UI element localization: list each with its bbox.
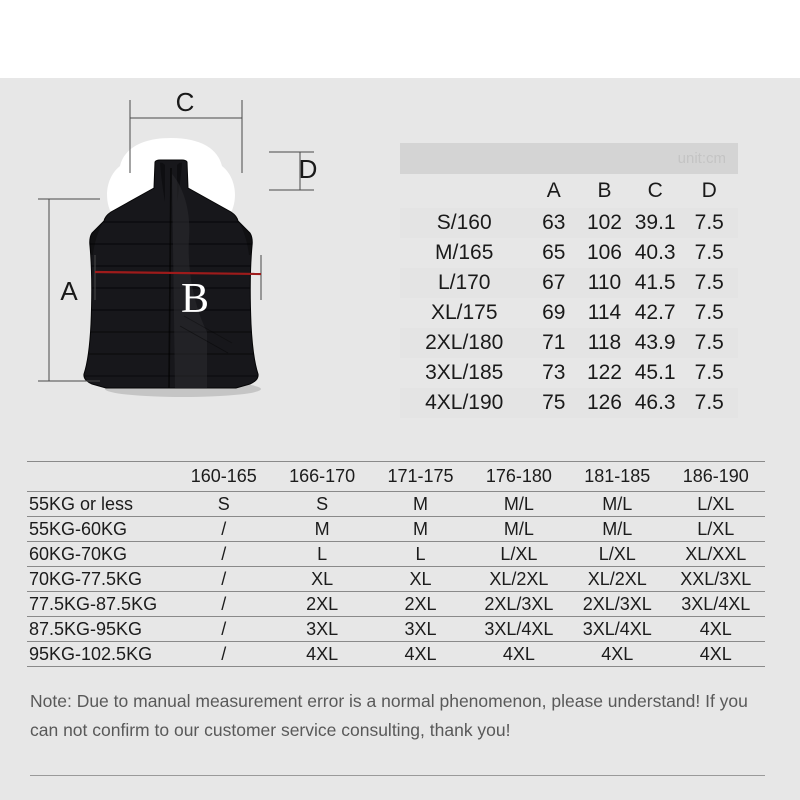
- svg-text:C: C: [176, 87, 195, 117]
- svg-text:D: D: [299, 154, 318, 184]
- svg-text:A: A: [60, 276, 78, 306]
- svg-text:B: B: [181, 276, 209, 322]
